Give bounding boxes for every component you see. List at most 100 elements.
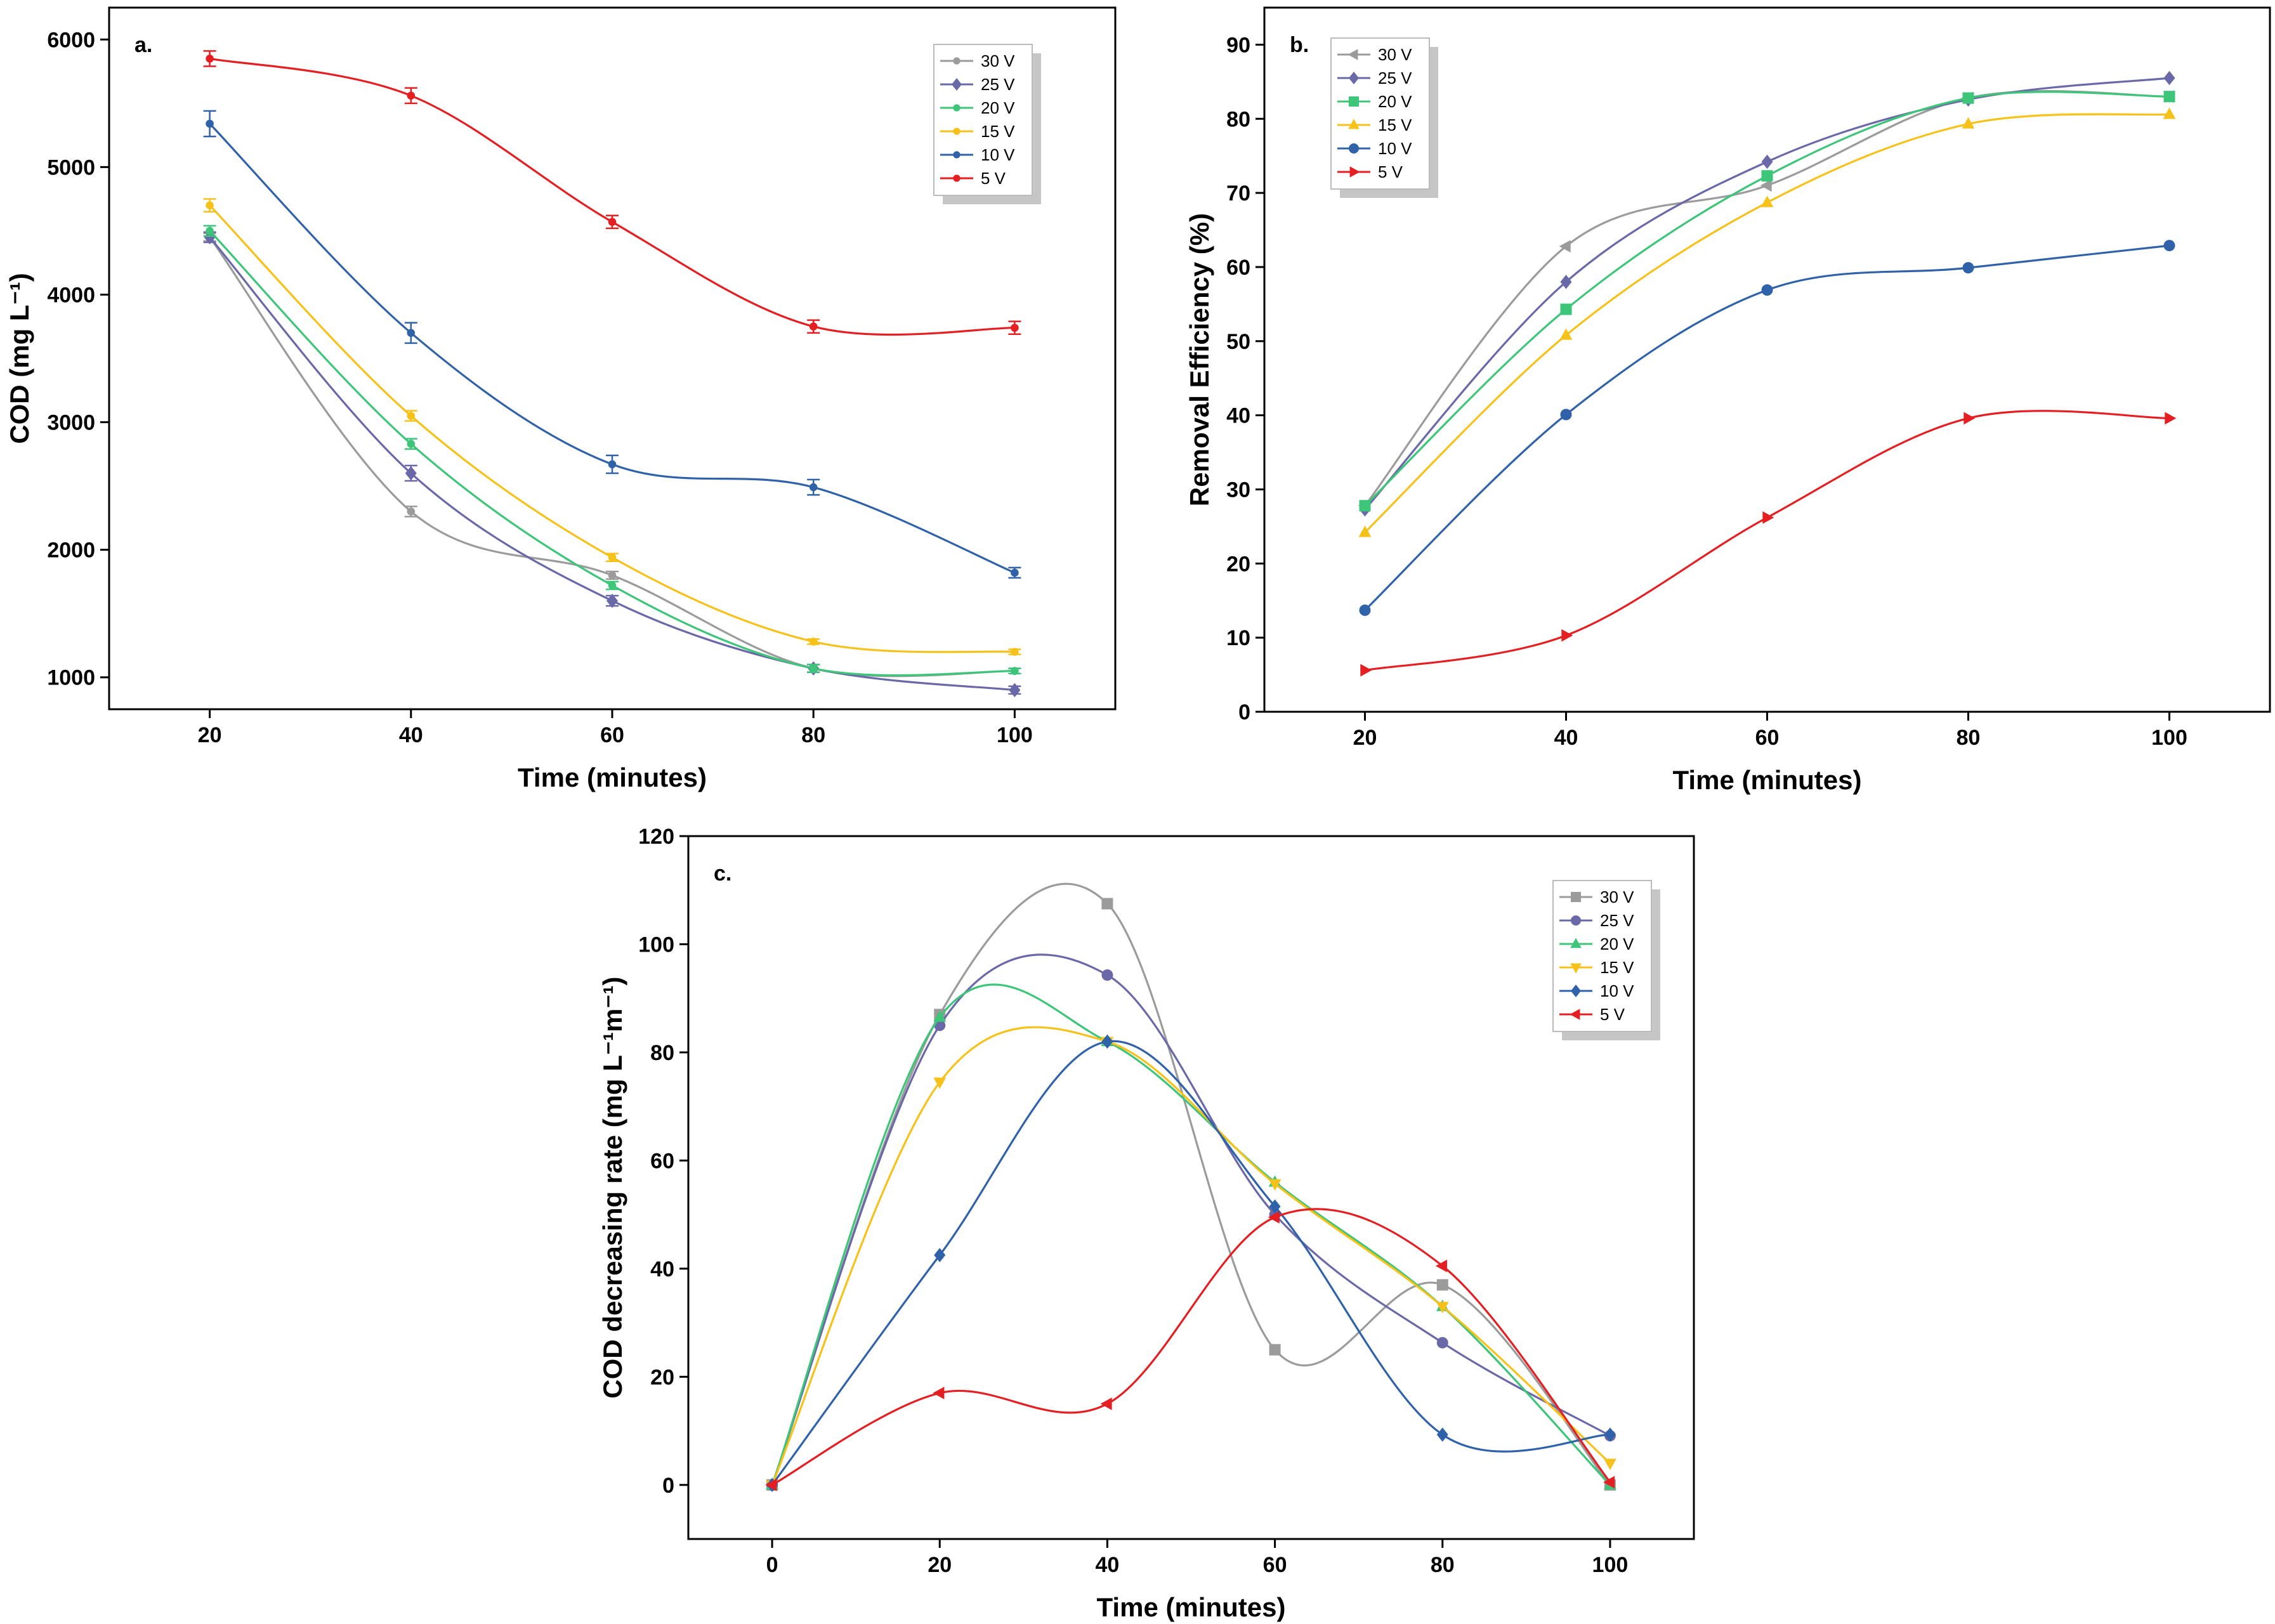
- legend-marker-15-v: [1348, 119, 1360, 129]
- data-point-15-v: [1358, 525, 1372, 537]
- series-line-15-v: [209, 204, 1015, 653]
- data-point-10-v: [2163, 240, 2175, 252]
- legend-label-20-v: 20 V: [1600, 934, 1634, 953]
- y-tick-label: 60: [650, 1149, 674, 1173]
- series-line-25-v: [771, 953, 1611, 1486]
- x-tick-label: 100: [2151, 726, 2187, 750]
- legend-label-15-v: 15 V: [1378, 115, 1412, 134]
- data-point-5-v: [1762, 511, 1774, 524]
- y-tick-label: 20: [650, 1365, 674, 1389]
- series-line-5-v: [1365, 410, 2170, 672]
- x-axis-title: Time (minutes): [1097, 1592, 1286, 1622]
- data-point-25-v: [405, 466, 417, 481]
- legend-label-5-v: 5 V: [1600, 1005, 1625, 1024]
- y-tick-label: 5000: [47, 155, 95, 180]
- series-line-25-v: [1364, 77, 2170, 511]
- data-point-15-v: [1604, 1458, 1616, 1470]
- y-tick-label: 30: [1226, 478, 1250, 502]
- y-tick-label: 0: [1238, 700, 1250, 724]
- series-line-5-v: [209, 57, 1015, 336]
- data-point-15-v: [1436, 1302, 1449, 1314]
- legend-marker-20-v: [1570, 938, 1582, 948]
- data-point-5-v: [206, 55, 214, 63]
- data-point-5-v: [1964, 412, 1976, 425]
- legend-marker-25-v: [1571, 915, 1581, 926]
- series-line-30-v: [1364, 90, 2170, 507]
- legend-marker-5-v: [953, 174, 960, 182]
- data-point-5-v: [1268, 1210, 1280, 1224]
- y-tick-label: 80: [1226, 107, 1250, 131]
- series-line-10-v: [209, 122, 1016, 574]
- legend-marker-25-v: [1349, 72, 1359, 84]
- x-tick-label: 20: [198, 723, 222, 747]
- data-point-10-v: [1761, 284, 1773, 296]
- data-point-25-v: [1009, 683, 1021, 698]
- data-point-10-v: [934, 1248, 946, 1262]
- x-tick-label: 60: [1263, 1553, 1287, 1577]
- legend-label-15-v: 15 V: [981, 122, 1015, 141]
- data-point-10-v: [1604, 1427, 1616, 1442]
- data-point-30-v: [407, 508, 416, 516]
- legend-marker-10-v: [953, 151, 960, 159]
- legend-label-25-v: 25 V: [1378, 69, 1412, 88]
- data-point-20-v: [1962, 92, 1974, 104]
- data-point-15-v: [407, 412, 416, 420]
- legend-marker-30-v: [953, 57, 960, 65]
- y-tick-label: 20: [1226, 552, 1250, 576]
- series-line-30-v: [771, 882, 1611, 1486]
- x-tick-label: 40: [399, 723, 423, 747]
- series-20-v: [766, 983, 1616, 1490]
- data-point-10-v: [1436, 1427, 1448, 1442]
- series-5-v: [1360, 410, 2177, 677]
- series-5-v: [765, 1208, 1615, 1491]
- series-5-v: [203, 50, 1021, 336]
- legend-marker-20-v: [953, 104, 960, 112]
- data-point-20-v: [2163, 91, 2175, 103]
- data-point-10-v: [407, 329, 416, 337]
- y-tick-label: 10: [1226, 626, 1250, 650]
- y-tick-label: 40: [650, 1257, 674, 1281]
- data-point-15-v: [933, 1077, 947, 1089]
- legend-marker-20-v: [1349, 96, 1359, 107]
- legend-label-20-v: 20 V: [981, 98, 1015, 117]
- x-tick-label: 0: [766, 1553, 778, 1577]
- data-point-5-v: [1011, 324, 1019, 332]
- legend-label-5-v: 5 V: [981, 169, 1006, 188]
- data-point-25-v: [1761, 154, 1773, 169]
- data-point-5-v: [1561, 629, 1573, 642]
- y-axis-title: COD (mg L⁻¹): [4, 273, 34, 443]
- data-point-25-v: [1436, 1337, 1448, 1349]
- y-tick-label: 3000: [47, 411, 95, 435]
- data-point-5-v: [809, 322, 818, 331]
- data-point-10-v: [608, 460, 617, 469]
- x-tick-label: 80: [1431, 1553, 1455, 1577]
- series-line-15-v: [1364, 113, 2170, 534]
- series-10-v: [1359, 240, 2175, 616]
- panel-label: a.: [134, 33, 152, 57]
- legend-box: [1330, 37, 1430, 190]
- x-tick-label: 40: [1096, 1553, 1120, 1577]
- data-point-20-v: [809, 664, 818, 672]
- legend-marker-5-v: [1349, 166, 1360, 178]
- legend: 30 V 25 V 20 V 15 V 10 V 5 V: [1330, 37, 1438, 198]
- data-point-30-v: [1559, 240, 1571, 253]
- data-point-25-v: [1560, 275, 1572, 289]
- series-20-v: [1359, 91, 2175, 512]
- data-point-20-v: [1011, 667, 1019, 675]
- legend-label-30-v: 30 V: [1600, 887, 1634, 907]
- data-point-20-v: [407, 440, 416, 449]
- legend-marker-15-v: [953, 128, 960, 135]
- series-10-v: [203, 110, 1021, 579]
- data-point-30-v: [608, 571, 617, 580]
- y-tick-label: 60: [1226, 256, 1250, 280]
- legend-box: [1552, 880, 1652, 1032]
- series-line-10-v: [1364, 244, 2170, 612]
- legend: 30 V 25 V 20 V 15 V 10 V 5 V: [1552, 880, 1660, 1040]
- data-point-10-v: [1560, 409, 1572, 421]
- series-line-5-v: [771, 1208, 1611, 1486]
- y-axis-title: Removal Efficiency (%): [1184, 213, 1214, 506]
- legend-marker-10-v: [1571, 985, 1581, 997]
- legend-label-30-v: 30 V: [981, 51, 1015, 70]
- legend-box: [933, 44, 1033, 196]
